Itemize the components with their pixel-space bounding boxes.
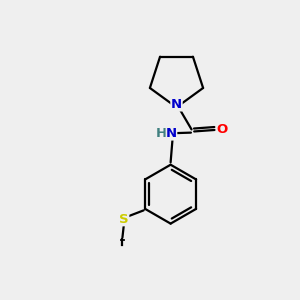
Text: O: O — [217, 124, 228, 136]
Text: S: S — [119, 213, 129, 226]
Text: N: N — [171, 98, 182, 111]
Text: H: H — [155, 127, 167, 140]
Text: N: N — [166, 127, 177, 140]
